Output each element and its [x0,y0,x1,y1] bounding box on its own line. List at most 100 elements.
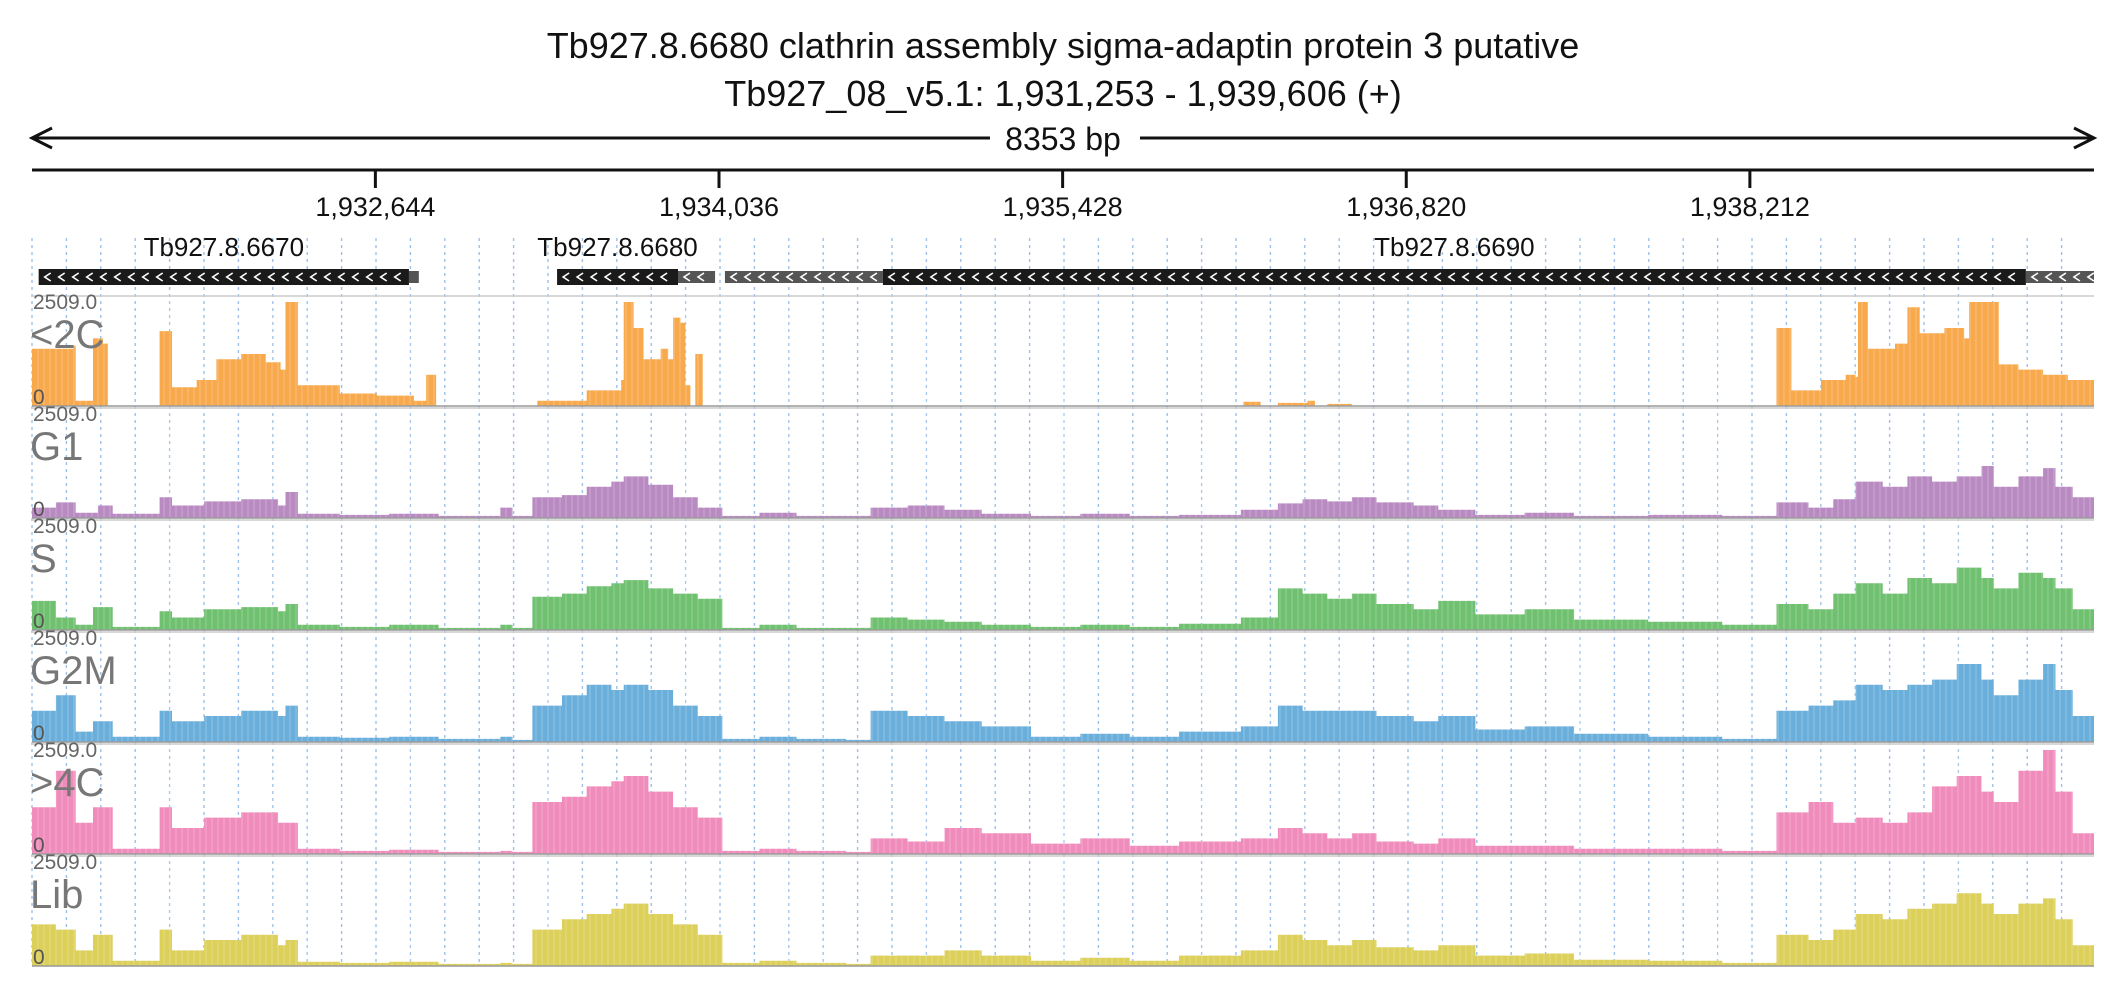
strand-arrow-icon [1755,272,1764,282]
strand-arrow-icon [2044,272,2053,282]
track-name: G1 [30,425,83,469]
track-2: 2509.0G1 0 [30,403,2094,521]
strand-arrow-icon [323,272,332,282]
strand-arrow-icon [1979,272,1988,282]
track-scale-min: 0 [33,834,45,857]
strand-arrow-icon [696,272,705,282]
track-scale-max: 2509.0 [33,851,97,874]
strand-arrow-icon [2086,272,2095,282]
strand-arrow-icon [1461,272,1470,282]
strand-arrow-icon [1503,272,1512,282]
strand-arrow-icon [1153,272,1162,282]
strand-arrow-icon [1181,272,1190,282]
strand-arrow-icon [1825,272,1834,282]
strand-arrow-icon [631,272,640,282]
gene-label: Tb927.8.6690 [1374,232,1534,262]
strand-arrow-icon [659,272,668,282]
strand-arrow-icon [1489,272,1498,282]
strand-arrow-icon [999,272,1008,282]
strand-arrow-icon [183,272,192,282]
strand-arrow-icon [1937,272,1946,282]
strand-arrow-icon [1713,272,1722,282]
span-label: 8353 bp [1005,121,1121,157]
strand-arrow-icon [929,272,938,282]
track-scale-max: 2509.0 [33,627,97,650]
strand-arrow-icon [1335,272,1344,282]
track-name: >4C [30,761,105,805]
strand-arrow-icon [799,272,808,282]
strand-arrow-icon [1251,272,1260,282]
strand-arrow-icon [1433,272,1442,282]
strand-arrow-icon [1685,272,1694,282]
strand-arrow-icon [1993,272,2002,282]
track-scale-max: 2509.0 [33,515,97,538]
strand-arrow-icon [855,272,864,282]
strand-arrow-icon [1125,272,1134,282]
axis-tick-label: 1,932,644 [315,192,435,222]
strand-arrow-icon [813,272,822,282]
strand-arrow-icon [1909,272,1918,282]
coverage-area [32,750,2094,854]
track-name: <2C [30,313,105,357]
strand-arrow-icon [617,272,626,282]
gene-body [882,269,2026,285]
strand-arrow-icon [887,272,896,282]
strand-arrow-icon [561,272,570,282]
strand-arrow-icon [1139,272,1148,282]
strand-arrow-icon [1097,272,1106,282]
strand-arrow-icon [337,272,346,282]
strand-arrow-icon [1237,272,1246,282]
strand-arrow-icon [1839,272,1848,282]
strand-arrow-icon [869,272,878,282]
strand-arrow-icon [113,272,122,282]
strand-arrow-icon [197,272,206,282]
strand-arrow-icon [743,272,752,282]
strand-arrow-icon [1349,272,1358,282]
strand-arrow-icon [603,272,612,282]
strand-arrow-icon [1559,272,1568,282]
strand-arrow-icon [1027,272,1036,282]
strand-arrow-icon [827,272,836,282]
strand-arrow-icon [1419,272,1428,282]
coverage-area [32,466,2094,518]
strand-arrow-icon [985,272,994,282]
strand-arrow-icon [1573,272,1582,282]
strand-arrow-icon [1601,272,1610,282]
track-scale-max: 2509.0 [33,403,97,426]
strand-arrow-icon [1517,272,1526,282]
track-scale-max: 2509.0 [33,739,97,762]
strand-arrow-icon [1769,272,1778,282]
strand-arrow-icon [225,272,234,282]
strand-arrow-icon [1307,272,1316,282]
strand-arrow-icon [57,272,66,282]
strand-arrow-icon [1811,272,1820,282]
axis-tick-label: 1,934,036 [659,192,779,222]
strand-arrow-icon [1741,272,1750,282]
strand-arrow-icon [1657,272,1666,282]
strand-arrow-icon [1797,272,1806,282]
strand-arrow-icon [1895,272,1904,282]
strand-arrow-icon [971,272,980,282]
strand-arrow-icon [785,272,794,282]
strand-arrow-icon [379,272,388,282]
strand-arrow-icon [1531,272,1540,282]
strand-arrow-icon [1643,272,1652,282]
strand-arrow-icon [575,272,584,282]
track-name: S [30,537,57,581]
span-arrow-right-icon [2073,126,2098,150]
strand-arrow-icon [1867,272,1876,282]
strand-arrow-icon [2007,272,2016,282]
strand-arrow-icon [85,272,94,282]
strand-arrow-icon [1629,272,1638,282]
track-scale-min: 0 [33,946,45,969]
strand-arrow-icon [943,272,952,282]
strand-arrow-icon [841,272,850,282]
coverage-area [32,893,2094,966]
strand-arrow-icon [1069,272,1078,282]
strand-arrow-icon [589,272,598,282]
strand-arrow-icon [1699,272,1708,282]
strand-arrow-icon [1111,272,1120,282]
track-3: 2509.0S 0 [30,515,2094,633]
strand-arrow-icon [771,272,780,282]
